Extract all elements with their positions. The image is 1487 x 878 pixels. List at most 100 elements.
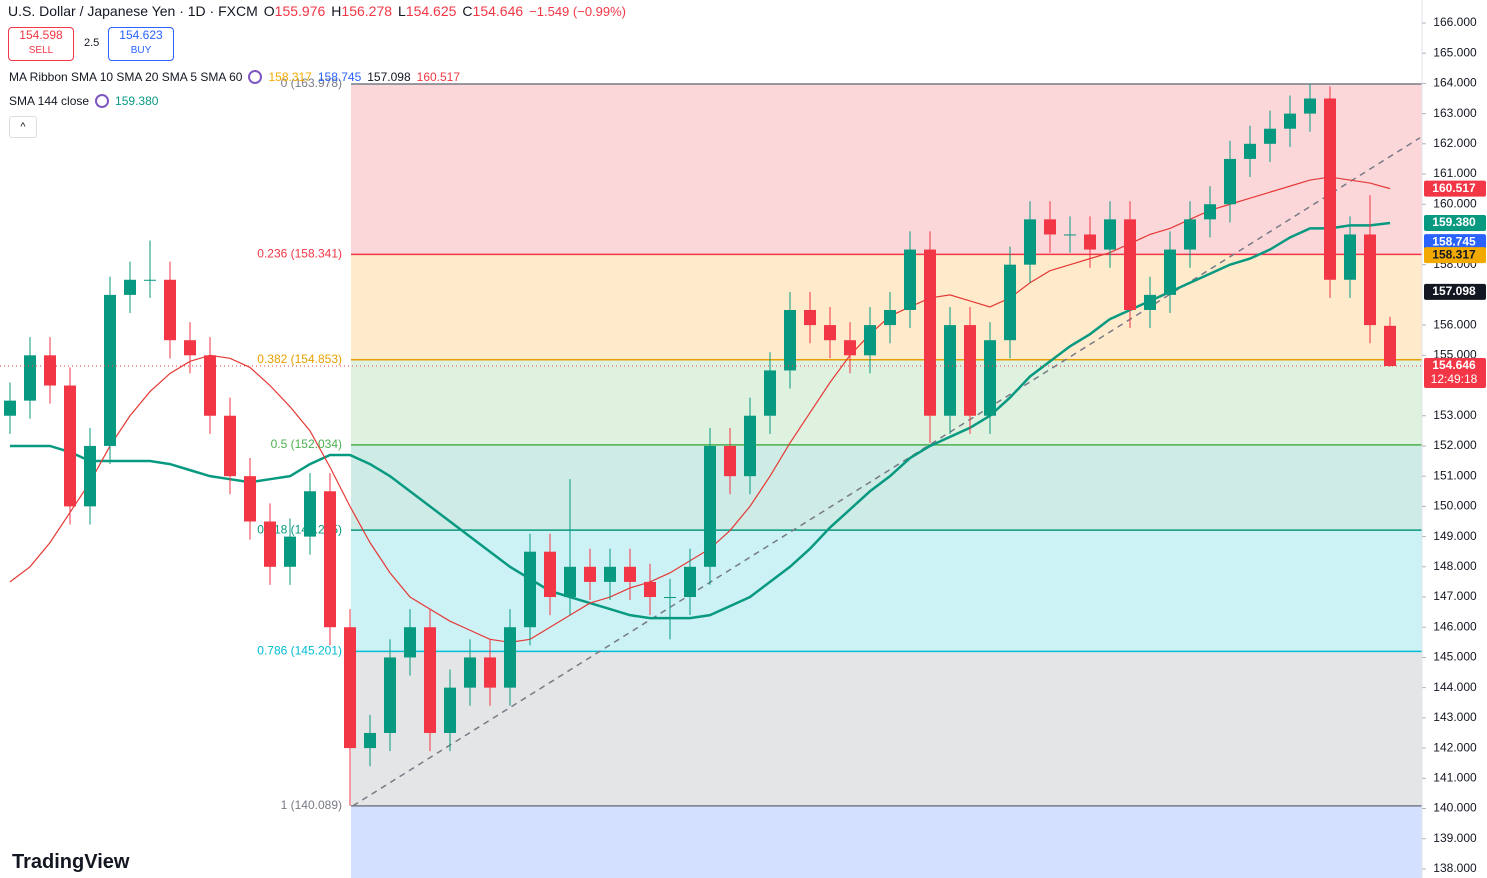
price-tag	[1424, 283, 1486, 300]
price-tag-label: 158.745	[1432, 234, 1476, 248]
candle-body	[364, 732, 376, 749]
indicator-value: 160.517	[416, 70, 461, 84]
candle-body	[1244, 143, 1256, 159]
candle-body	[644, 581, 656, 598]
candle-body	[64, 385, 76, 507]
candle-body	[404, 627, 416, 658]
candle-body	[424, 627, 436, 733]
y-tick-label: 152.000	[1433, 438, 1477, 452]
y-tick-label: 164.000	[1433, 76, 1477, 90]
candle-body	[864, 325, 876, 356]
sell-label: SELL	[28, 45, 54, 56]
candle-body	[344, 627, 356, 749]
candle-body	[1064, 234, 1076, 236]
candle-body	[304, 491, 316, 537]
candle-body	[1004, 264, 1016, 341]
fib-label: 0.618 (149.215)	[257, 522, 342, 536]
candle-body	[1324, 98, 1336, 280]
price-tag	[1424, 180, 1486, 197]
candle-body	[804, 309, 816, 326]
ohlc-key: H	[331, 3, 342, 19]
y-tick-label: 143.000	[1433, 710, 1477, 724]
candle-body	[204, 355, 216, 416]
candle-body	[1264, 128, 1276, 144]
y-tick-label: 141.000	[1433, 770, 1477, 784]
candle-body	[284, 536, 296, 567]
candle-body	[1124, 219, 1136, 310]
price-tag	[1424, 247, 1486, 264]
candle-body	[884, 309, 896, 326]
candle-body	[544, 551, 556, 598]
y-tick-label: 155.000	[1433, 347, 1477, 361]
ohlc-item: L154.625	[398, 3, 456, 19]
ohlc-item: O155.976	[264, 3, 326, 19]
candle-body	[384, 657, 396, 733]
candle-body	[784, 309, 796, 371]
indicator: SMA 144 close 159.380	[9, 94, 158, 108]
price-tag-label: 157.098	[1432, 284, 1476, 298]
candle-body	[224, 415, 236, 477]
fib-label: 0.236 (158.341)	[257, 247, 342, 261]
buy-label: BUY	[130, 45, 152, 56]
indicator-name: SMA 144 close	[9, 94, 90, 108]
indicator-value: 159.380	[115, 94, 159, 108]
change: −1.549 (−0.99%)	[529, 3, 627, 19]
y-tick-label: 147.000	[1433, 589, 1477, 603]
y-tick-label: 145.000	[1433, 650, 1477, 664]
spread: 2.5	[84, 37, 100, 49]
candle-body	[1024, 219, 1036, 265]
price-tag	[1424, 234, 1486, 251]
y-tick-label: 148.000	[1433, 559, 1477, 573]
candle-body	[464, 657, 476, 688]
candle-body	[684, 566, 696, 598]
y-tick-label: 165.000	[1433, 45, 1477, 59]
sell-price: 154.598	[19, 28, 63, 42]
candle-body	[704, 445, 716, 567]
indicator-value: 157.098	[367, 70, 411, 84]
fib-band	[351, 359, 1422, 445]
candle-body	[1164, 249, 1176, 295]
ohlc: O155.976 H156.278 L154.625 C154.646	[264, 3, 523, 19]
ma-line	[9, 176, 1391, 643]
candle-body	[624, 566, 636, 582]
collapse-button[interactable]: ^	[9, 116, 37, 138]
candle-body	[1304, 98, 1316, 114]
logo: TradingView	[12, 851, 130, 873]
candle-body	[184, 340, 196, 356]
y-tick-label: 151.000	[1433, 468, 1477, 482]
candle-body	[524, 551, 536, 628]
y-tick-label: 163.000	[1433, 106, 1477, 120]
candle-body	[1084, 234, 1096, 250]
trend-line	[352, 137, 1421, 807]
y-tick-label: 139.000	[1433, 831, 1477, 845]
price-tag-label: 160.517	[1432, 181, 1476, 195]
candle-body	[584, 566, 596, 582]
fib-band	[351, 651, 1422, 806]
candle-body	[164, 279, 176, 341]
candle-body	[44, 355, 56, 386]
ma-line	[10, 221, 1391, 620]
ohlc-value: 154.625	[405, 3, 457, 19]
indicator-value: 158.317	[268, 70, 312, 84]
ohlc-key: L	[398, 3, 406, 19]
candle-body	[744, 415, 756, 477]
price-axis	[1422, 0, 1487, 878]
fib-band	[351, 254, 1422, 360]
buy-button[interactable]: 154.623 BUY	[108, 27, 174, 61]
candle-body	[1344, 234, 1356, 280]
sell-button[interactable]: 154.598 SELL	[8, 27, 74, 61]
fib-label: 0.5 (152.034)	[271, 437, 342, 451]
candle-body	[964, 325, 976, 416]
fib-label: 1 (140.089)	[281, 798, 342, 812]
price-tag-label: 154.646	[1432, 358, 1476, 372]
symbol[interactable]: U.S. Dollar / Japanese Yen · 1D · FXCM	[8, 3, 258, 19]
y-tick-label: 146.000	[1433, 619, 1477, 633]
y-tick-label: 144.000	[1433, 680, 1477, 694]
y-tick-label: 162.000	[1433, 136, 1477, 150]
candle-body	[24, 355, 36, 401]
candle-body	[1044, 219, 1056, 235]
price-tag-label: 158.317	[1432, 247, 1476, 261]
y-tick-label: 138.000	[1433, 861, 1477, 875]
candle-body	[1104, 219, 1116, 250]
